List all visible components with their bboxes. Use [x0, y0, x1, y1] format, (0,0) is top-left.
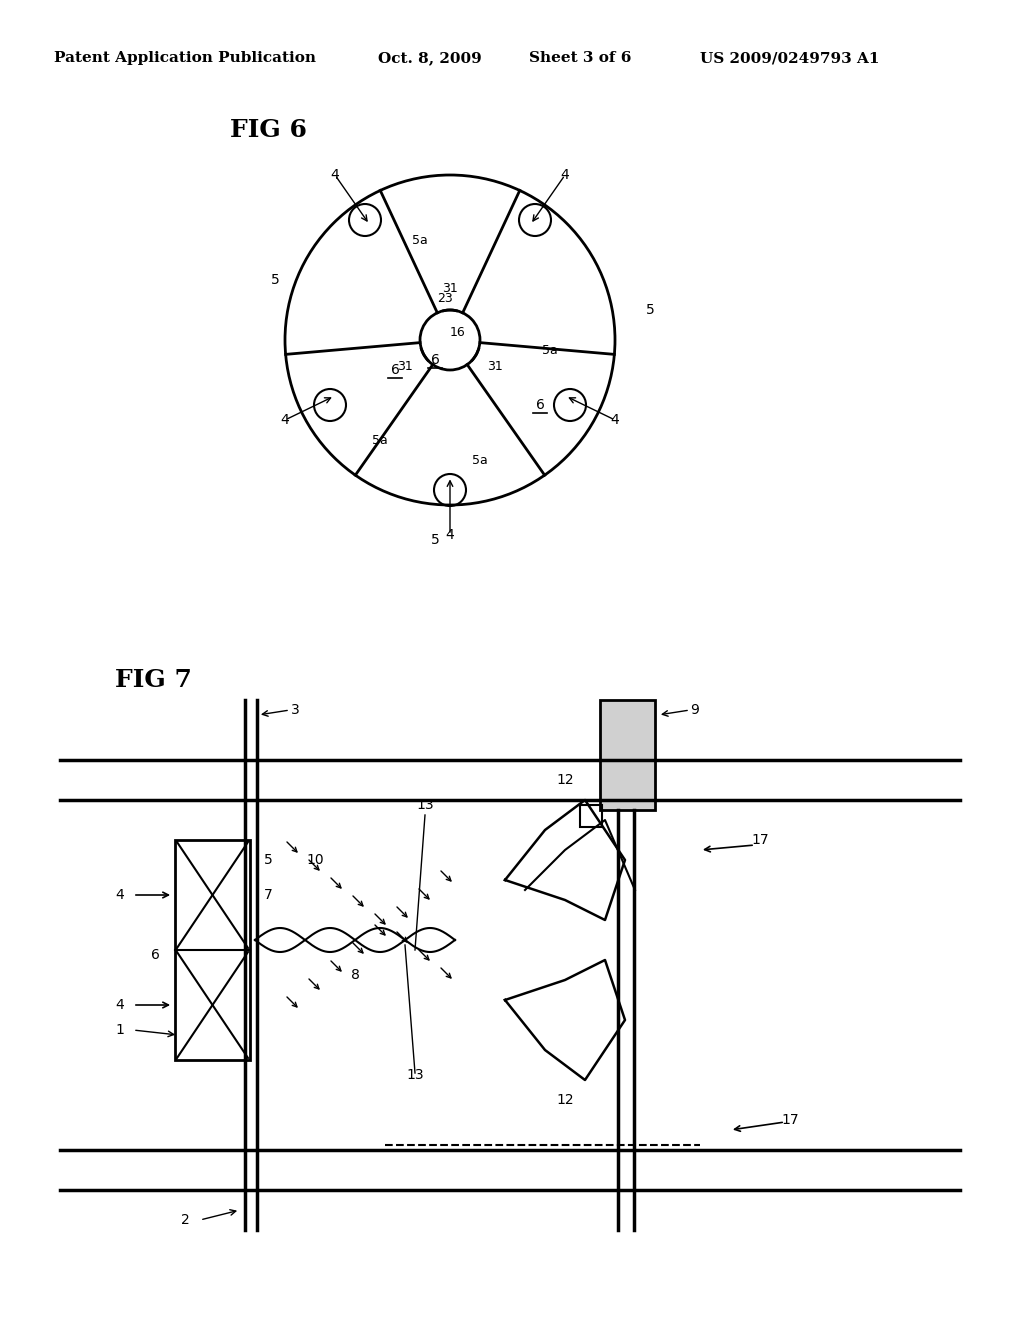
Text: 9: 9 [690, 704, 699, 717]
Text: 16: 16 [451, 326, 466, 338]
Text: 4: 4 [116, 998, 124, 1012]
Text: 2: 2 [180, 1213, 189, 1228]
Text: FIG 7: FIG 7 [115, 668, 191, 692]
Text: 6: 6 [390, 363, 399, 378]
Bar [600, 700, 655, 810]
Text: 4: 4 [445, 528, 455, 543]
Text: 6: 6 [536, 399, 545, 412]
Text: 4: 4 [610, 413, 620, 426]
Text: 13: 13 [407, 1068, 424, 1082]
Text: 5a: 5a [412, 234, 428, 247]
Text: 23: 23 [437, 292, 453, 305]
Text: 5: 5 [645, 304, 654, 317]
Text: 31: 31 [487, 359, 503, 372]
Text: Oct. 8, 2009: Oct. 8, 2009 [378, 51, 482, 65]
Text: 5: 5 [263, 853, 272, 867]
Text: 12: 12 [556, 774, 573, 787]
Bar [175, 840, 250, 1060]
Text: 5: 5 [270, 273, 280, 286]
Text: 5: 5 [431, 533, 439, 546]
Bar [580, 805, 602, 828]
Text: 13: 13 [416, 799, 434, 812]
Text: Patent Application Publication: Patent Application Publication [54, 51, 316, 65]
Text: 17: 17 [781, 1113, 799, 1127]
Text: 6: 6 [430, 352, 439, 367]
Text: FIG 6: FIG 6 [230, 117, 307, 143]
Text: 17: 17 [752, 833, 769, 847]
Text: 5a: 5a [542, 343, 558, 356]
Text: 7: 7 [263, 888, 272, 902]
Text: 5a: 5a [372, 433, 388, 446]
Text: 10: 10 [306, 853, 324, 867]
Text: 4: 4 [116, 888, 124, 902]
Text: 31: 31 [442, 281, 458, 294]
Text: Sheet 3 of 6: Sheet 3 of 6 [528, 51, 631, 65]
Text: 3: 3 [291, 704, 299, 717]
Text: 4: 4 [331, 168, 339, 182]
Text: 4: 4 [560, 168, 569, 182]
Text: 1: 1 [116, 1023, 125, 1038]
Text: 4: 4 [281, 413, 290, 426]
Text: 12: 12 [556, 1093, 573, 1107]
Text: 8: 8 [350, 968, 359, 982]
Text: 5a: 5a [472, 454, 487, 466]
Text: US 2009/0249793 A1: US 2009/0249793 A1 [700, 51, 880, 65]
Text: 31: 31 [397, 359, 413, 372]
Text: 6: 6 [151, 948, 160, 962]
